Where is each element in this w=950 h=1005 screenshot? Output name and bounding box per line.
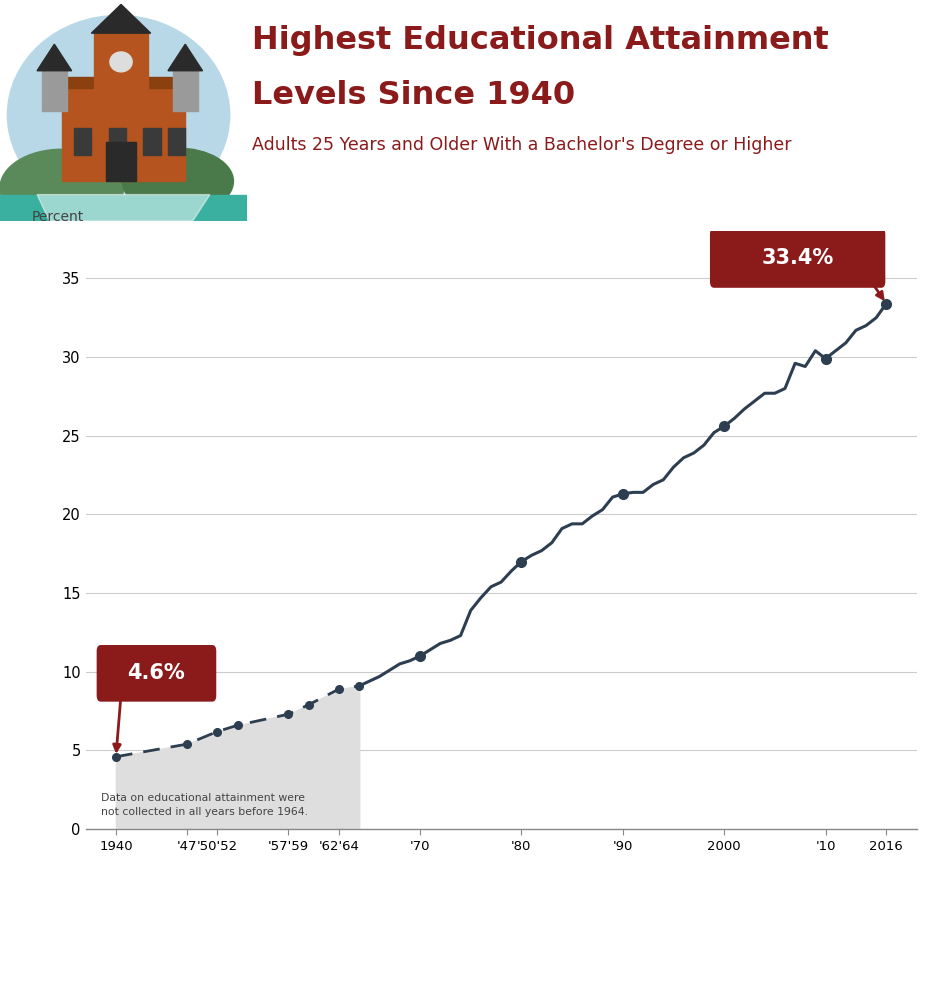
Bar — [168, 129, 185, 155]
Text: U.S. CENSUS BUREAU: U.S. CENSUS BUREAU — [217, 954, 338, 964]
Bar — [42, 70, 66, 111]
Text: Levels Since 1940: Levels Since 1940 — [252, 80, 575, 112]
Text: Census: Census — [10, 915, 143, 948]
Text: Bureau: Bureau — [11, 978, 54, 991]
Polygon shape — [37, 195, 210, 221]
Text: census.gov: census.gov — [217, 978, 314, 993]
Bar — [62, 88, 185, 181]
Text: Current Population Survey: Current Population Survey — [785, 912, 940, 925]
Polygon shape — [37, 44, 71, 70]
Text: 33.4%: 33.4% — [762, 248, 834, 268]
Text: Economics and Statistics Administration: Economics and Statistics Administration — [217, 918, 468, 931]
Polygon shape — [54, 77, 185, 88]
Bar — [106, 142, 136, 181]
Ellipse shape — [0, 149, 124, 227]
Polygon shape — [168, 44, 202, 70]
FancyBboxPatch shape — [97, 645, 217, 701]
Ellipse shape — [123, 148, 234, 214]
FancyBboxPatch shape — [710, 228, 885, 287]
Text: Highest Educational Attainment: Highest Educational Attainment — [252, 25, 828, 56]
Bar — [0, 195, 247, 221]
Text: U.S. Department of Commerce: U.S. Department of Commerce — [217, 876, 430, 890]
Bar — [74, 129, 91, 155]
Text: Data on educational attainment were
not collected in all years before 1964.: Data on educational attainment were not … — [101, 793, 308, 816]
Text: www.census.gov/programs-surveys/cps.html: www.census.gov/programs-surveys/cps.html — [692, 947, 940, 957]
Text: 4.6%: 4.6% — [127, 663, 185, 683]
Text: Source:  1940-2010 Censuses and: Source: 1940-2010 Censuses and — [739, 876, 940, 889]
Text: www.census.gov/prod/www/decennial.html: www.census.gov/prod/www/decennial.html — [700, 982, 940, 992]
Bar — [94, 33, 148, 99]
Text: United States™: United States™ — [11, 876, 92, 886]
Bar — [143, 129, 161, 155]
Circle shape — [8, 15, 230, 214]
Bar — [173, 70, 198, 111]
Circle shape — [110, 52, 132, 72]
Text: Adults 25 Years and Older With a Bachelor's Degree or Higher: Adults 25 Years and Older With a Bachelo… — [252, 136, 791, 154]
Text: Percent: Percent — [31, 210, 84, 224]
Bar — [108, 129, 126, 155]
Polygon shape — [91, 4, 151, 33]
